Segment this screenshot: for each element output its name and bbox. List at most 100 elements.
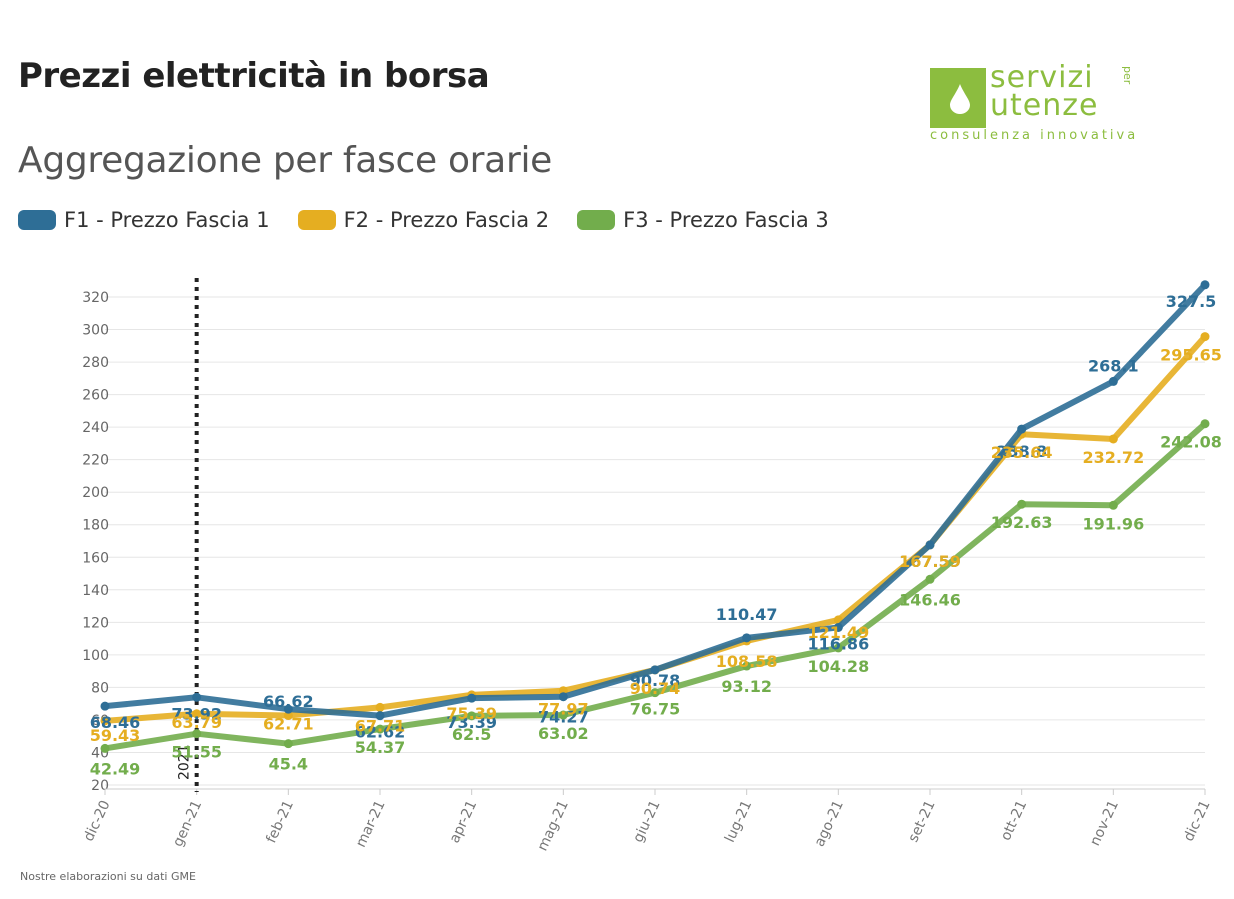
data-label-f2: 75.39 [446, 704, 497, 723]
data-label-f3: 63.02 [538, 724, 589, 743]
x-tick-label: gen-21 [170, 798, 205, 849]
data-point-f3 [742, 661, 752, 671]
data-point-f1 [283, 704, 293, 714]
drop-icon [950, 84, 970, 114]
chart-subtitle: Aggregazione per fasce orarie [18, 140, 552, 181]
x-tick-label: apr-21 [447, 798, 481, 846]
data-point-f1 [1108, 376, 1118, 386]
data-point-f1 [833, 622, 843, 632]
data-label-f1: 73.39 [446, 713, 497, 732]
x-tick-label: set-21 [905, 798, 938, 845]
x-tick-label: feb-21 [263, 798, 297, 846]
legend-label-f2: F2 - Prezzo Fascia 2 [343, 208, 550, 232]
data-label-f1: 73.92 [171, 704, 222, 723]
data-label-f1: 268.1 [1088, 356, 1139, 375]
data-label-f1: 62.62 [355, 723, 406, 742]
chart-legend: F1 - Prezzo Fascia 1 F2 - Prezzo Fascia … [18, 208, 829, 232]
data-point-f3 [100, 743, 110, 753]
data-label-f1: 68.46 [90, 713, 141, 732]
y-tick-label: 160 [82, 550, 109, 566]
x-tick-label: mag-21 [535, 798, 572, 854]
y-tick-label: 240 [82, 420, 109, 436]
data-label-f3: 54.37 [355, 738, 406, 757]
legend-swatch-f2 [297, 210, 336, 230]
data-label-f3: 192.63 [991, 513, 1053, 532]
data-label-f2: 90.74 [630, 679, 681, 698]
data-label-f3: 242.08 [1160, 433, 1222, 452]
chart-title: Prezzi elettricità in borsa [18, 56, 490, 96]
x-tick-label: ago-21 [812, 798, 847, 849]
legend-item-f2[interactable]: F2 - Prezzo Fascia 2 [297, 208, 550, 232]
legend-swatch-f1 [18, 210, 56, 230]
data-point-f1 [650, 665, 660, 675]
y-tick-label: 260 [82, 388, 109, 404]
y-tick-label: 200 [82, 485, 109, 501]
data-label-f1: 110.47 [716, 605, 778, 624]
data-label-f3: 93.12 [721, 677, 772, 696]
data-label-f2: 232.72 [1082, 448, 1144, 467]
y-tick-label: 220 [82, 453, 109, 469]
data-label-f3: 51.55 [171, 743, 222, 762]
data-label-f2: 108.58 [716, 652, 778, 671]
data-point-f1 [192, 692, 202, 702]
y-tick-label: 300 [82, 323, 109, 339]
data-label-f2: 63.79 [171, 713, 222, 732]
data-point-f2 [192, 709, 202, 719]
source-footnote: Nostre elaborazioni su dati GME [20, 870, 196, 883]
data-point-f1 [1017, 424, 1027, 434]
data-point-f2 [375, 702, 385, 712]
legend-swatch-f3 [577, 210, 616, 230]
x-tick-label: giu-21 [630, 798, 663, 845]
data-point-f1 [558, 692, 568, 702]
legend-label-f3: F3 - Prezzo Fascia 3 [623, 208, 829, 232]
data-point-f1 [742, 633, 752, 643]
y-tick-label: 80 [91, 680, 109, 696]
annotation-label-2021: 2021 [177, 744, 193, 780]
data-label-f2: 295.65 [1160, 346, 1222, 365]
legend-item-f1[interactable]: F1 - Prezzo Fascia 1 [18, 208, 270, 232]
company-logo: servizi per utenze consulenza innovativa [930, 60, 1160, 154]
data-point-f3 [283, 739, 293, 749]
x-tick-label: mar-21 [353, 798, 389, 850]
x-tick-label: lug-21 [722, 798, 755, 845]
y-tick-label: 100 [82, 648, 109, 664]
x-tick-label: nov-21 [1087, 798, 1122, 848]
data-label-f2: 62.71 [263, 715, 314, 734]
series-line-f1 [102, 281, 1208, 719]
data-label-f3: 45.4 [269, 755, 308, 774]
data-point-f3 [375, 724, 385, 734]
data-label-f2: 77.97 [538, 700, 589, 719]
x-tick-label: dic-20 [81, 798, 114, 844]
data-point-f3 [467, 711, 477, 721]
data-label-f1: 167.59 [899, 552, 961, 571]
x-tick-label: dic-21 [1181, 798, 1214, 844]
data-point-f3 [192, 729, 202, 739]
y-tick-label: 180 [82, 518, 109, 534]
data-point-f2 [100, 716, 110, 726]
data-point-f1 [467, 693, 477, 703]
y-tick-label: 120 [82, 615, 109, 631]
legend-item-f3[interactable]: F3 - Prezzo Fascia 3 [577, 208, 829, 232]
data-point-f3 [558, 710, 568, 720]
y-tick-label: 320 [82, 290, 109, 306]
logo-tagline: consulenza innovativa [930, 128, 1139, 143]
data-point-f3 [833, 643, 843, 653]
data-label-f2: 167.59 [899, 552, 961, 571]
data-label-f2: 59.43 [90, 726, 141, 745]
data-label-f3: 146.46 [899, 590, 961, 609]
legend-label-f1: F1 - Prezzo Fascia 1 [64, 208, 270, 232]
data-label-f2: 67.71 [355, 716, 406, 735]
logo-word-servizi: servizi [990, 60, 1094, 95]
data-label-f1: 74.27 [538, 708, 589, 727]
data-point-f3 [1108, 500, 1118, 510]
data-label-f3: 42.49 [90, 759, 141, 778]
y-tick-label: 140 [82, 583, 109, 599]
data-point-f3 [925, 574, 935, 584]
data-label-f3: 76.75 [630, 700, 681, 719]
data-label-f1: 90.78 [630, 671, 681, 690]
y-tick-label: 280 [82, 355, 109, 371]
data-label-f1: 116.86 [807, 634, 869, 653]
data-label-f2: 121.49 [807, 623, 869, 642]
data-label-f3: 104.28 [807, 657, 869, 676]
data-point-f1 [100, 701, 110, 711]
